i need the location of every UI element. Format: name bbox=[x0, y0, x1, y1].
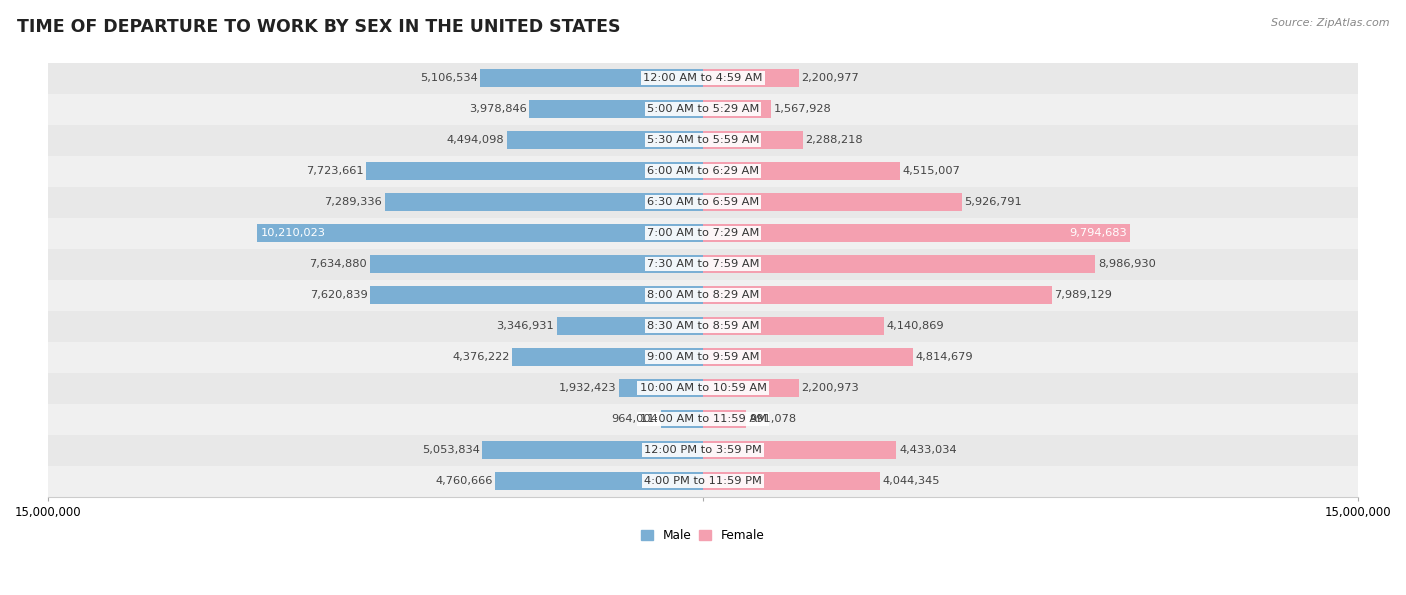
Bar bbox=[506, 131, 703, 149]
Text: 5:30 AM to 5:59 AM: 5:30 AM to 5:59 AM bbox=[647, 135, 759, 145]
Text: 1,932,423: 1,932,423 bbox=[558, 383, 616, 393]
Bar bbox=[257, 224, 703, 242]
Bar bbox=[703, 162, 900, 180]
Bar bbox=[48, 342, 1358, 372]
Text: 5:00 AM to 5:29 AM: 5:00 AM to 5:29 AM bbox=[647, 104, 759, 114]
Text: 4,433,034: 4,433,034 bbox=[898, 445, 956, 455]
Text: 4,760,666: 4,760,666 bbox=[436, 476, 492, 486]
Text: 11:00 AM to 11:59 AM: 11:00 AM to 11:59 AM bbox=[640, 414, 766, 424]
Bar bbox=[48, 280, 1358, 311]
Bar bbox=[703, 441, 897, 459]
Bar bbox=[703, 100, 772, 118]
Text: 5,053,834: 5,053,834 bbox=[422, 445, 479, 455]
Bar bbox=[370, 286, 703, 304]
Bar bbox=[703, 317, 884, 335]
Bar bbox=[512, 348, 703, 366]
Bar bbox=[703, 131, 803, 149]
Text: 7:30 AM to 7:59 AM: 7:30 AM to 7:59 AM bbox=[647, 259, 759, 269]
Text: 4,814,679: 4,814,679 bbox=[915, 352, 973, 362]
Text: 7,634,880: 7,634,880 bbox=[309, 259, 367, 269]
Text: 7,620,839: 7,620,839 bbox=[309, 290, 368, 300]
Text: 7,723,661: 7,723,661 bbox=[305, 166, 363, 176]
Text: 12:00 AM to 4:59 AM: 12:00 AM to 4:59 AM bbox=[644, 73, 762, 83]
Text: TIME OF DEPARTURE TO WORK BY SEX IN THE UNITED STATES: TIME OF DEPARTURE TO WORK BY SEX IN THE … bbox=[17, 18, 620, 36]
Text: 8,986,930: 8,986,930 bbox=[1098, 259, 1156, 269]
Text: 2,200,977: 2,200,977 bbox=[801, 73, 859, 83]
Text: Source: ZipAtlas.com: Source: ZipAtlas.com bbox=[1271, 18, 1389, 28]
Bar bbox=[48, 218, 1358, 249]
Text: 4,515,007: 4,515,007 bbox=[903, 166, 960, 176]
Text: 9:00 AM to 9:59 AM: 9:00 AM to 9:59 AM bbox=[647, 352, 759, 362]
Text: 6:30 AM to 6:59 AM: 6:30 AM to 6:59 AM bbox=[647, 197, 759, 207]
Text: 10:00 AM to 10:59 AM: 10:00 AM to 10:59 AM bbox=[640, 383, 766, 393]
Bar bbox=[557, 317, 703, 335]
Bar bbox=[703, 472, 880, 490]
Text: 964,004: 964,004 bbox=[612, 414, 658, 424]
Bar bbox=[495, 472, 703, 490]
Text: 12:00 PM to 3:59 PM: 12:00 PM to 3:59 PM bbox=[644, 445, 762, 455]
Bar bbox=[661, 410, 703, 428]
Bar bbox=[703, 224, 1130, 242]
Text: 6:00 AM to 6:29 AM: 6:00 AM to 6:29 AM bbox=[647, 166, 759, 176]
Bar bbox=[703, 255, 1095, 273]
Bar bbox=[529, 100, 703, 118]
Bar bbox=[48, 311, 1358, 342]
Text: 7,289,336: 7,289,336 bbox=[325, 197, 382, 207]
Bar bbox=[48, 249, 1358, 280]
Bar bbox=[48, 156, 1358, 187]
Bar bbox=[619, 379, 703, 397]
Bar bbox=[48, 187, 1358, 218]
Text: 3,346,931: 3,346,931 bbox=[496, 321, 554, 331]
Bar bbox=[703, 69, 799, 87]
Text: 1,567,928: 1,567,928 bbox=[775, 104, 832, 114]
Bar bbox=[703, 379, 799, 397]
Text: 5,106,534: 5,106,534 bbox=[420, 73, 478, 83]
Text: 7:00 AM to 7:29 AM: 7:00 AM to 7:29 AM bbox=[647, 228, 759, 238]
Text: 4,376,222: 4,376,222 bbox=[451, 352, 509, 362]
Text: 3,978,846: 3,978,846 bbox=[470, 104, 527, 114]
Text: 991,078: 991,078 bbox=[749, 414, 796, 424]
Text: 2,200,973: 2,200,973 bbox=[801, 383, 859, 393]
Bar bbox=[48, 93, 1358, 124]
Bar bbox=[482, 441, 703, 459]
Bar bbox=[703, 410, 747, 428]
Text: 8:00 AM to 8:29 AM: 8:00 AM to 8:29 AM bbox=[647, 290, 759, 300]
Text: 5,926,791: 5,926,791 bbox=[965, 197, 1022, 207]
Bar bbox=[703, 286, 1052, 304]
Text: 10,210,023: 10,210,023 bbox=[262, 228, 326, 238]
Bar bbox=[703, 193, 962, 211]
Bar bbox=[48, 403, 1358, 435]
Text: 7,989,129: 7,989,129 bbox=[1054, 290, 1112, 300]
Text: 4,494,098: 4,494,098 bbox=[447, 135, 505, 145]
Bar bbox=[370, 255, 703, 273]
Bar bbox=[366, 162, 703, 180]
Bar bbox=[385, 193, 703, 211]
Bar bbox=[48, 124, 1358, 156]
Bar bbox=[703, 348, 912, 366]
Bar bbox=[48, 62, 1358, 93]
Bar bbox=[48, 372, 1358, 403]
Text: 2,288,218: 2,288,218 bbox=[806, 135, 863, 145]
Text: 4,044,345: 4,044,345 bbox=[882, 476, 939, 486]
Bar bbox=[479, 69, 703, 87]
Text: 4,140,869: 4,140,869 bbox=[886, 321, 943, 331]
Text: 8:30 AM to 8:59 AM: 8:30 AM to 8:59 AM bbox=[647, 321, 759, 331]
Bar bbox=[48, 435, 1358, 466]
Text: 4:00 PM to 11:59 PM: 4:00 PM to 11:59 PM bbox=[644, 476, 762, 486]
Bar bbox=[48, 466, 1358, 497]
Text: 9,794,683: 9,794,683 bbox=[1069, 228, 1128, 238]
Legend: Male, Female: Male, Female bbox=[637, 524, 769, 547]
